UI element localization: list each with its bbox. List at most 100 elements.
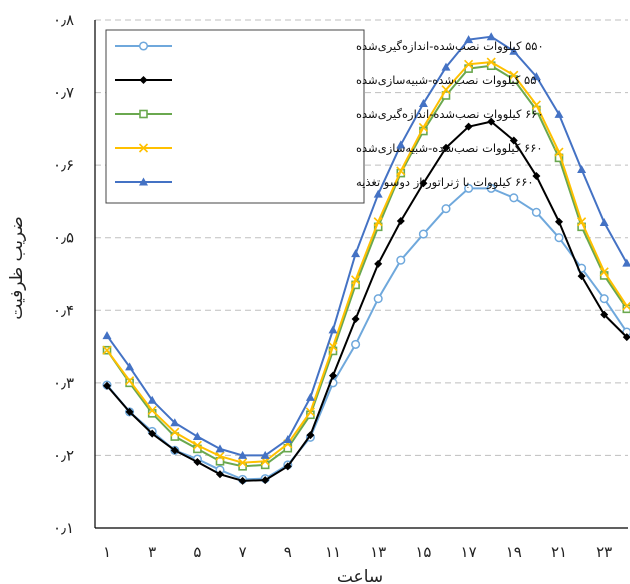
series-2: [103, 117, 630, 485]
data-point: [373, 189, 383, 198]
data-point: [328, 325, 338, 334]
data-point: [329, 371, 337, 380]
data-point: [215, 456, 225, 466]
data-point: [554, 109, 564, 118]
data-point: [441, 85, 451, 95]
legend-label: ۶۶۰ کیلووات نصب‌شده-اندازه‌گیری‌شده: [356, 107, 544, 122]
series-line: [106, 187, 628, 481]
data-point: [192, 440, 202, 450]
x-tick-label: ۱۷: [461, 543, 477, 561]
x-tick-label: ۱: [103, 543, 111, 561]
data-point: [170, 446, 179, 455]
series-4: [102, 57, 630, 468]
data-point: [577, 164, 587, 173]
x-tick-label: ۹: [284, 543, 292, 561]
legend-box: [105, 29, 365, 204]
legend-label: ۵۵۰ کیلووات نصب‌شده-شبیه‌سازی‌شده: [356, 73, 543, 88]
x-tick-label: ۲۳: [596, 543, 612, 561]
data-point: [103, 381, 111, 390]
data-point: [418, 229, 428, 239]
data-point: [396, 255, 406, 265]
data-point: [577, 217, 587, 227]
data-point: [418, 122, 428, 132]
data-point: [260, 450, 270, 459]
data-point: [215, 444, 225, 453]
data-point: [486, 57, 496, 67]
x-tick-label: ۱۱: [325, 543, 341, 561]
data-point: [238, 458, 248, 468]
legend: ۵۵۰ کیلووات نصب‌شده-اندازه‌گیری‌شده ۵۵۰ ک…: [105, 29, 544, 204]
y-tick-label: ۰٫۴: [53, 301, 74, 319]
data-point: [138, 41, 149, 51]
x-tick-label: ۷: [239, 543, 247, 561]
data-point: [554, 147, 564, 157]
series-line: [106, 120, 628, 482]
data-point: [531, 100, 541, 110]
data-point: [464, 35, 474, 44]
data-point: [509, 193, 519, 203]
x-tick-label: ۱۵: [415, 543, 431, 561]
legend-item: ۶۶۰ کیلووات با ژنراتور از دوسو تغذیه: [115, 175, 534, 190]
legend-label: ۶۶۰ کیلووات نصب‌شده-شبیه‌سازی‌شده: [356, 141, 543, 156]
data-point: [622, 258, 630, 267]
data-point: [464, 183, 474, 193]
y-tick-label: ۰٫۳: [53, 374, 74, 392]
data-point: [509, 46, 519, 55]
data-point: [216, 470, 224, 479]
x-tick-label: ۲۱: [551, 543, 567, 561]
data-point: [193, 457, 202, 466]
data-point: [147, 395, 157, 404]
data-point: [486, 32, 496, 41]
data-point: [125, 376, 135, 386]
y-tick-label: ۰٫۲: [53, 446, 74, 464]
data-point: [396, 140, 406, 149]
data-point: [509, 70, 519, 80]
data-point: [464, 59, 474, 69]
series-line: [106, 61, 628, 464]
data-point: [531, 72, 541, 81]
data-point: [238, 462, 247, 471]
data-point: [215, 451, 225, 461]
data-point: [509, 136, 518, 145]
data-point: [328, 342, 338, 352]
series-line: [106, 35, 628, 457]
data-point: [170, 427, 180, 437]
data-point: [139, 76, 148, 84]
data-point: [351, 249, 361, 258]
data-point: [306, 431, 315, 440]
data-point: [373, 294, 383, 304]
data-point: [622, 333, 630, 342]
y-tick-label: ۰٫۱: [53, 519, 74, 537]
data-point: [555, 217, 563, 226]
data-point: [283, 462, 292, 471]
data-point: [441, 62, 451, 71]
data-point: [102, 331, 112, 340]
data-point: [418, 98, 428, 107]
data-point: [419, 179, 428, 188]
data-point: [554, 233, 564, 243]
y-tick-label: ۰٫۸: [53, 11, 74, 29]
data-point: [102, 345, 112, 355]
data-point: [170, 418, 180, 427]
data-point: [599, 294, 609, 304]
data-point: [351, 275, 361, 285]
data-point: [622, 301, 630, 311]
data-point: [396, 217, 405, 226]
data-point: [599, 217, 609, 226]
y-axis-ticks: ۰٫۱ ۰٫۲ ۰٫۳ ۰٫۴ ۰٫۵ ۰٫۶ ۰٫۷ ۰٫۸: [53, 11, 74, 537]
x-axis-title: ساعت: [337, 567, 383, 584]
data-point: [373, 217, 383, 227]
data-point: [577, 272, 586, 281]
x-axis-ticks: ۱ ۳ ۵ ۷ ۹ ۱۱ ۱۳ ۱۵ ۱۷ ۱۹ ۲۱ ۲۳: [103, 543, 612, 561]
series-1: [102, 183, 630, 484]
data-point: [139, 109, 148, 119]
data-point: [396, 166, 406, 176]
x-tick-label: ۱۳: [370, 543, 386, 561]
data-point: [125, 362, 135, 371]
data-point: [148, 429, 157, 438]
data-point: [238, 450, 248, 459]
x-tick-label: ۵: [193, 543, 201, 561]
data-point: [139, 177, 148, 186]
data-point: [464, 122, 473, 131]
